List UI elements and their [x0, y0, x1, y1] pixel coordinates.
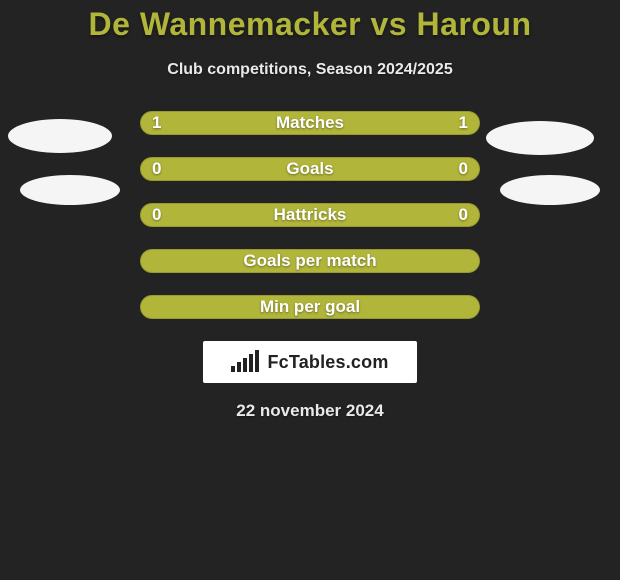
disc-left-1: [8, 119, 112, 153]
stat-label: Goals per match: [140, 249, 480, 273]
stat-row: 11Matches: [140, 111, 480, 135]
disc-right-2: [500, 175, 600, 205]
page-title: De Wannemacker vs Haroun: [0, 0, 620, 43]
stat-rows: 11Matches 00Goals 00Hattricks Goals per mat…: [140, 111, 480, 319]
comparison-card: De Wannemacker vs Haroun Club competitio…: [0, 0, 620, 580]
site-badge: FcTables.com: [203, 341, 417, 383]
stat-row: Goals per match: [140, 249, 480, 273]
stat-row: 00Goals: [140, 157, 480, 181]
badge-bars-icon: [231, 352, 259, 372]
stat-label: Goals: [140, 157, 480, 181]
site-badge-text: FcTables.com: [267, 352, 388, 373]
stat-label: Matches: [140, 111, 480, 135]
stat-label: Min per goal: [140, 295, 480, 319]
disc-left-2: [20, 175, 120, 205]
stat-label: Hattricks: [140, 203, 480, 227]
stat-row: 00Hattricks: [140, 203, 480, 227]
page-subtitle: Club competitions, Season 2024/2025: [0, 61, 620, 79]
disc-right-1: [486, 121, 594, 155]
stat-row: Min per goal: [140, 295, 480, 319]
date-text: 22 november 2024: [0, 401, 620, 421]
